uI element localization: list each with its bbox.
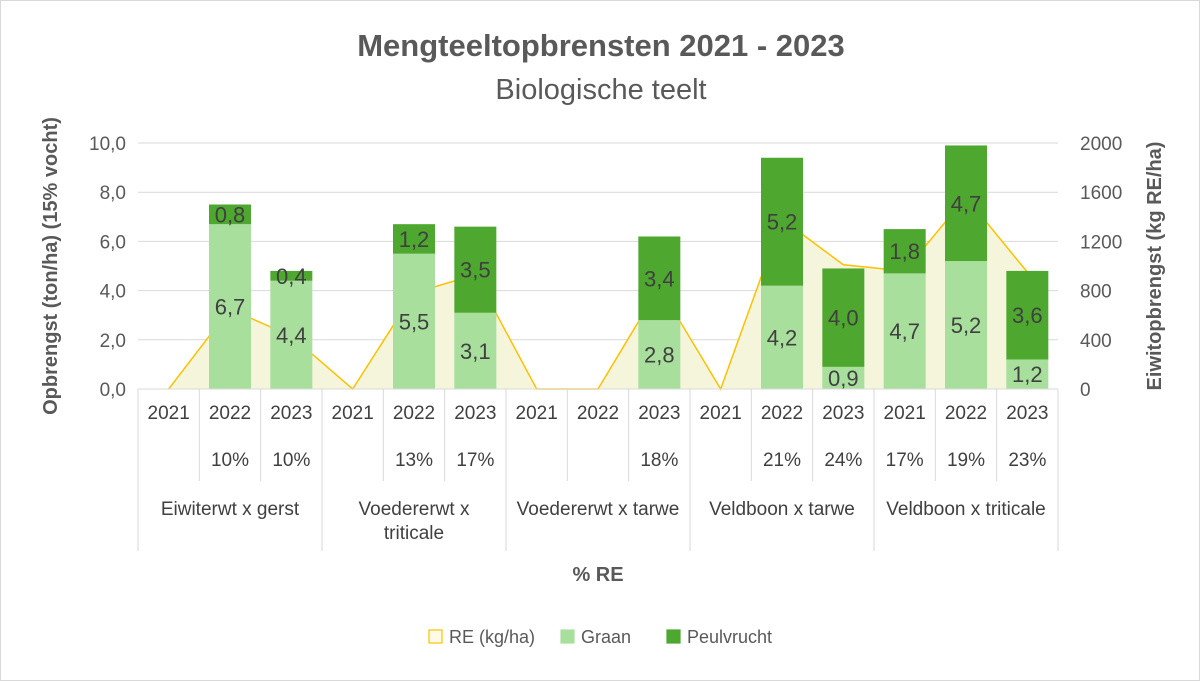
bar-peulvrucht: [822, 268, 865, 367]
y2-tick-label: 1600: [1080, 183, 1122, 204]
data-label-peulvrucht: 0,4: [276, 264, 307, 289]
legend-swatch: [560, 629, 575, 644]
bar-peulvrucht: [393, 224, 435, 254]
group-label: Veldboon x tarwe: [709, 499, 855, 520]
y2-tick-label: 2000: [1080, 134, 1122, 155]
bar-peulvrucht: [209, 204, 251, 225]
bar-graan: [761, 285, 803, 389]
year-label: 2021: [332, 403, 374, 424]
year-label: 2021: [148, 403, 190, 424]
data-label-graan: 5,2: [951, 313, 982, 338]
y-tick-label: 0,0: [100, 380, 126, 401]
pct-re-label: 10%: [211, 450, 249, 471]
legend-swatch: [428, 629, 443, 644]
year-label: 2023: [454, 403, 496, 424]
data-label-graan: 1,2: [1012, 362, 1043, 387]
year-label: 2022: [209, 403, 251, 424]
legend-label: Peulvrucht: [687, 627, 772, 647]
bar-peulvrucht: [454, 226, 497, 313]
bar-graan: [1006, 359, 1049, 389]
group-label: Eiwiterwt x gerst: [161, 499, 300, 520]
pct-re-label: 18%: [640, 450, 678, 471]
y-tick-label: 2,0: [100, 331, 126, 352]
y-tick-label: 8,0: [100, 183, 126, 204]
y2-tick-label: 400: [1080, 331, 1112, 352]
group-label: Veldboon x triticale: [886, 499, 1046, 520]
data-label-peulvrucht: 1,2: [399, 227, 430, 252]
bar-peulvrucht: [883, 229, 926, 274]
y2-tick-label: 800: [1080, 282, 1112, 303]
bar-graan: [393, 253, 435, 389]
year-label: 2022: [945, 403, 987, 424]
pct-re-label: 21%: [763, 450, 801, 471]
chart-subtitle: Biologische teelt: [495, 74, 706, 106]
year-label: 2021: [700, 403, 742, 424]
bar-peulvrucht: [638, 236, 681, 321]
data-label-peulvrucht: 3,5: [460, 258, 491, 283]
bar-graan: [822, 366, 865, 389]
pct-re-label: 10%: [272, 450, 310, 471]
y-tick-label: 10,0: [89, 134, 126, 155]
bar-graan: [638, 320, 681, 389]
group-label: Voedererwt x triticale: [359, 499, 470, 544]
year-label: 2022: [577, 403, 619, 424]
y2-axis-title: Eiwitopbrengst (kg RE/ha): [1144, 142, 1166, 391]
bar-peulvrucht: [761, 157, 803, 286]
year-label: 2023: [822, 403, 864, 424]
bar-graan: [209, 224, 251, 389]
group-label: Voedererwt x tarwe: [517, 499, 680, 520]
y-tick-label: 6,0: [100, 232, 126, 253]
year-label: 2021: [884, 403, 926, 424]
bar-peulvrucht: [945, 145, 987, 262]
pct-re-label: 17%: [886, 450, 924, 471]
x-axis-title: % RE: [572, 564, 623, 586]
y2-tick-label: 1200: [1080, 232, 1122, 253]
data-label-peulvrucht: 1,8: [889, 239, 920, 264]
y-tick-label: 4,0: [100, 282, 126, 303]
bar-graan: [945, 261, 987, 389]
data-label-graan: 0,9: [828, 366, 859, 391]
data-label-peulvrucht: 4,7: [951, 191, 982, 216]
year-label: 2021: [516, 403, 558, 424]
data-label-graan: 2,8: [644, 343, 675, 368]
y-axis-title: Opbrengst (ton/ha) (15% vocht): [40, 117, 62, 415]
y2-tick-label: 0: [1080, 380, 1091, 401]
data-label-graan: 4,2: [767, 325, 798, 350]
data-label-peulvrucht: 5,2: [767, 210, 798, 235]
pct-re-label: 17%: [456, 450, 494, 471]
data-label-graan: 4,4: [276, 323, 307, 348]
bar-graan: [883, 273, 926, 389]
data-label-graan: 6,7: [215, 295, 246, 320]
legend-label: Graan: [581, 627, 631, 647]
data-label-peulvrucht: 4,0: [828, 306, 859, 331]
chart-title: Mengteeltopbrensten 2021 - 2023: [357, 28, 845, 63]
data-label-graan: 4,7: [889, 319, 920, 344]
data-label-peulvrucht: 3,6: [1012, 303, 1043, 328]
year-label: 2022: [761, 403, 803, 424]
pct-re-label: 24%: [824, 450, 862, 471]
year-label: 2023: [270, 403, 312, 424]
pct-re-label: 19%: [947, 450, 985, 471]
bar-graan: [454, 312, 497, 389]
data-label-graan: 3,1: [460, 339, 491, 364]
legend-swatch: [666, 629, 681, 644]
year-label: 2022: [393, 403, 435, 424]
data-label-peulvrucht: 0,8: [215, 202, 246, 227]
bar-peulvrucht: [270, 270, 313, 281]
pct-re-label: 13%: [395, 450, 433, 471]
bar-peulvrucht: [1006, 270, 1049, 360]
data-label-peulvrucht: 3,4: [644, 266, 675, 291]
data-label-graan: 5,5: [399, 309, 430, 334]
bar-graan: [270, 280, 313, 389]
year-label: 2023: [1006, 403, 1048, 424]
year-label: 2023: [638, 403, 680, 424]
legend-label: RE (kg/ha): [449, 627, 535, 647]
pct-re-label: 23%: [1008, 450, 1046, 471]
